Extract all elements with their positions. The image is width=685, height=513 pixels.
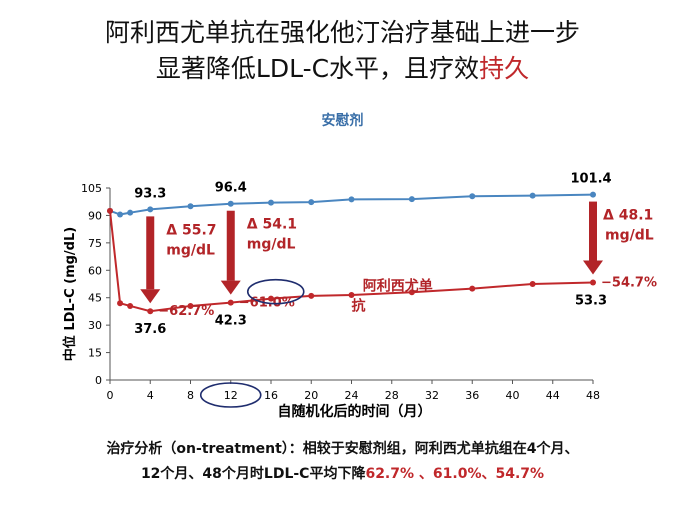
delta-value-label: Δ 54.1 bbox=[247, 217, 297, 233]
data-label: 96.4 bbox=[215, 181, 247, 196]
delta-unit-label: mg/dL bbox=[605, 228, 654, 244]
alirocumab-point bbox=[529, 281, 536, 287]
data-label: 37.6 bbox=[134, 322, 166, 337]
alirocumab-point bbox=[469, 285, 476, 292]
chart-title-line-2: 显著降低LDL-C水平，且疗效持久 bbox=[0, 52, 685, 86]
alirocumab-series-label-line-2: 抗 bbox=[352, 297, 366, 314]
alirocumab-point bbox=[107, 207, 113, 214]
chart-lines bbox=[107, 191, 596, 315]
x-tick-label: 12 bbox=[224, 389, 238, 402]
placebo-point bbox=[348, 196, 355, 203]
title-line-2-text: 显著降低LDL-C水平，且疗效 bbox=[155, 54, 480, 83]
x-tick-label: 32 bbox=[425, 389, 439, 402]
x-tick-label: 24 bbox=[345, 389, 359, 402]
delta-unit-label: mg/dL bbox=[166, 242, 215, 258]
footnote-line-2-text: 12个月、48个月时LDL-C平均下降 bbox=[140, 466, 366, 482]
x-axis-label: 自随机化后的时间（月） bbox=[278, 403, 432, 420]
alirocumab-point bbox=[187, 302, 194, 309]
alirocumab-point bbox=[348, 291, 355, 298]
placebo-point bbox=[268, 199, 274, 206]
alirocumab-point bbox=[268, 295, 274, 302]
placebo-point bbox=[187, 203, 194, 210]
delta-arrowhead bbox=[140, 289, 161, 304]
percent-change-label: −54.7% bbox=[601, 276, 657, 291]
percent-highlight-circle bbox=[246, 278, 305, 305]
delta-arrow-shaft bbox=[146, 216, 155, 290]
alirocumab-point bbox=[227, 299, 234, 306]
x-tick-label: 16 bbox=[264, 389, 278, 402]
data-label: 42.3 bbox=[215, 314, 247, 329]
alirocumab-point bbox=[147, 308, 154, 315]
x-tick-label: 44 bbox=[546, 389, 560, 402]
delta-arrow-shaft bbox=[226, 210, 235, 281]
y-tick-label: 90 bbox=[88, 209, 102, 222]
y-tick-label: 45 bbox=[88, 292, 102, 305]
placebo-point bbox=[147, 206, 154, 213]
delta-value-label: Δ 48.1 bbox=[603, 208, 653, 224]
chart-title-line-1: 阿利西尤单抗在强化他汀治疗基础上进一步 bbox=[104, 18, 580, 47]
x-tick-label: 28 bbox=[385, 389, 399, 402]
x-tick-label: 0 bbox=[107, 389, 114, 402]
alirocumab-series-label-line-1: 阿利西尤单 bbox=[363, 277, 433, 294]
placebo-point bbox=[308, 199, 315, 206]
x-tick-highlight-circle bbox=[199, 382, 262, 408]
placebo-point bbox=[117, 211, 124, 218]
y-axis-label: 中位 LDL-C (mg/dL) bbox=[62, 227, 78, 361]
y-tick-label: 0 bbox=[95, 374, 102, 387]
y-tick-label: 60 bbox=[88, 264, 102, 277]
alirocumab-point bbox=[590, 279, 596, 286]
data-label: 53.3 bbox=[575, 294, 607, 309]
y-tick-label: 30 bbox=[88, 319, 102, 332]
alirocumab-point bbox=[308, 292, 315, 299]
x-tick-label: 20 bbox=[304, 389, 318, 402]
y-tick-label: 105 bbox=[81, 182, 102, 195]
footnote-line-2: 12个月、48个月时LDL-C平均下降62.7% 、61.0%、54.7% bbox=[0, 462, 685, 487]
alirocumab-point bbox=[117, 300, 124, 307]
placebo-point bbox=[127, 209, 134, 216]
chart-annotations: 93.3 96.4 101.4 37.6 42.3 53.3 Δ 55.7 mg/dL −62.… bbox=[134, 172, 657, 338]
x-tick-label: 48 bbox=[586, 389, 600, 402]
alirocumab-point bbox=[127, 302, 134, 309]
data-label: 93.3 bbox=[134, 186, 166, 201]
x-tick-label: 36 bbox=[465, 389, 479, 402]
delta-value-label: Δ 55.7 bbox=[166, 222, 216, 238]
footnote-line-1: 治疗分析（on-treatment）：相较于安慰剂组，阿利西尤单抗组在4个月、 bbox=[106, 441, 579, 457]
delta-arrowhead bbox=[583, 260, 603, 275]
x-tick-label: 4 bbox=[147, 389, 154, 402]
percent-change-label: −62.7% bbox=[158, 304, 214, 319]
x-tick-label: 8 bbox=[187, 389, 194, 402]
delta-unit-label: mg/dL bbox=[247, 237, 296, 253]
y-tick-label: 15 bbox=[88, 347, 102, 360]
placebo-point bbox=[469, 193, 476, 200]
y-tick-label: 75 bbox=[88, 237, 102, 250]
title-highlight: 持久 bbox=[479, 54, 530, 83]
placebo-series-label: 安慰剂 bbox=[321, 113, 364, 129]
delta-arrow-shaft bbox=[589, 201, 597, 261]
alirocumab-point bbox=[408, 289, 415, 296]
data-label: 101.4 bbox=[570, 172, 611, 187]
x-tick-label: 40 bbox=[506, 389, 520, 402]
delta-arrowhead bbox=[220, 280, 241, 295]
placebo-point bbox=[227, 200, 234, 207]
placebo-point bbox=[590, 191, 596, 198]
placebo-point bbox=[529, 192, 536, 199]
footnote-values: 62.7% 、61.0%、54.7% bbox=[365, 466, 545, 482]
placebo-point bbox=[408, 196, 415, 203]
